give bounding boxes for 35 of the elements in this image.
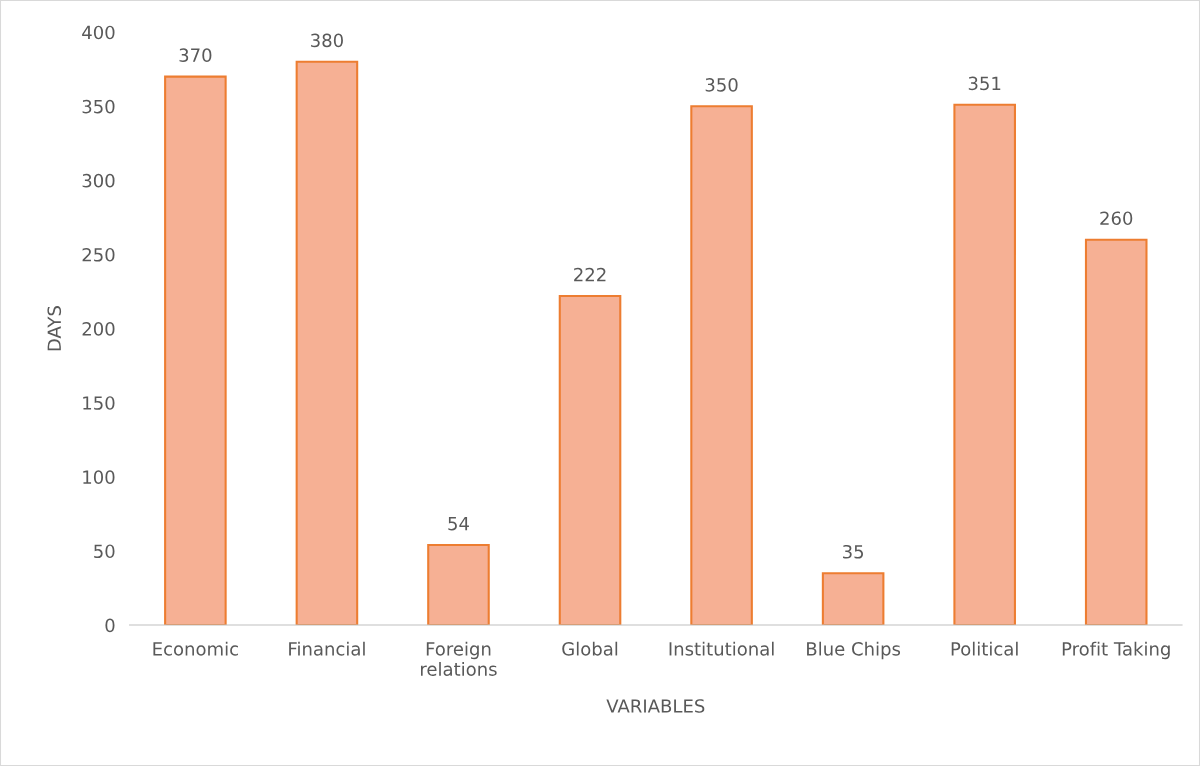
bar: [690, 105, 753, 626]
data-label: 350: [705, 78, 738, 92]
x-tick-label: Blue Chips: [807, 641, 901, 660]
bar: [821, 572, 885, 626]
x-tick-label: Institutional: [669, 641, 774, 656]
y-tick-label: 50: [94, 544, 115, 559]
y-tick-label: 350: [82, 99, 115, 114]
data-label: 370: [179, 48, 212, 63]
y-tick-label: 150: [83, 396, 115, 410]
bar: [295, 60, 359, 626]
x-tick-label: Political: [951, 641, 1018, 656]
bar: [427, 543, 490, 626]
y-tick-label: 0: [105, 618, 115, 633]
bar: [953, 103, 1016, 626]
x-axis-title: VARIABLES: [606, 699, 705, 713]
y-tick-label: 100: [83, 470, 115, 484]
y-tick-label: 400: [82, 25, 115, 40]
x-tick-label: Profit Taking: [1062, 641, 1170, 660]
data-label: 351: [968, 76, 1001, 91]
data-label: 260: [1100, 211, 1133, 226]
x-tick-label: Global: [562, 641, 618, 656]
x-tick-label: Financial: [289, 641, 365, 656]
data-label: 35: [843, 544, 864, 559]
x-tick-label: Foreign relations: [421, 641, 497, 676]
y-tick-label: 200: [82, 322, 115, 336]
y-tick-label: 300: [82, 173, 115, 188]
data-label: 222: [574, 267, 606, 282]
y-axis-title: DAYS: [47, 306, 62, 351]
y-tick-label: 250: [82, 247, 115, 262]
bar: [558, 294, 622, 626]
bar: [1084, 238, 1148, 626]
data-label: 380: [311, 33, 343, 48]
bar: [164, 75, 227, 626]
data-label: 54: [448, 516, 469, 531]
x-tick-label: Economic: [153, 641, 238, 656]
